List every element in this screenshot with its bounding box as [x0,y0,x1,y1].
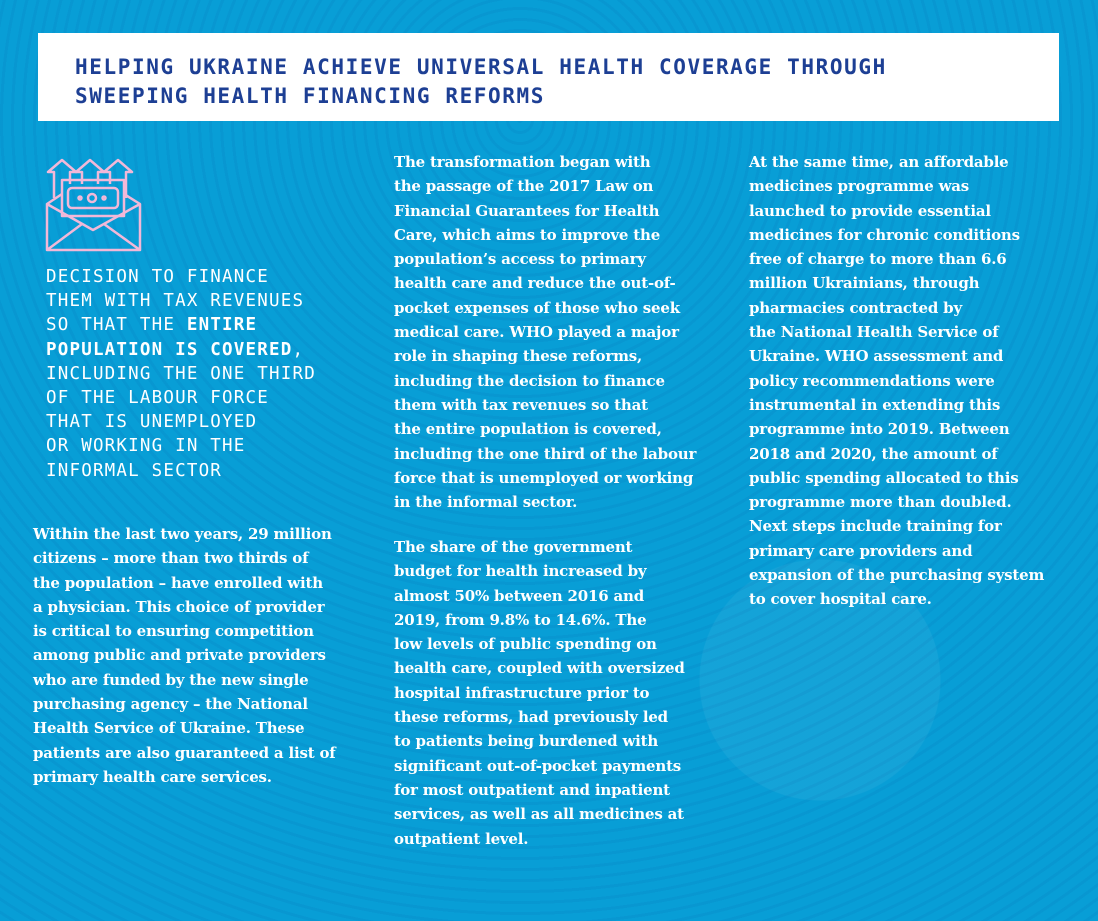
text-line: who are funded by the new single [33,670,309,689]
text-line: outpatient level. [394,829,529,848]
quote-line: , [292,339,305,360]
text-line: citizens – more than two thirds of [33,549,309,568]
text-line: primary care providers and [749,541,973,560]
text-line: public spending allocated to this [749,468,1019,487]
text-line: pharmacies contracted by [749,298,962,317]
text-line: medicines for chronic conditions [749,225,1020,244]
text-line: programme more than doubled. [749,493,1012,512]
text-line: The transformation began with [394,153,651,171]
text-line: hospital infrastructure prior to [394,683,650,702]
text-line: services, as well as all medicines at [394,805,684,824]
text-line: health care and reduce the out-of- [394,274,676,293]
text-line: budget for health increased by [394,562,647,581]
text-line: them with tax revenues so that [394,395,648,414]
title-banner: HELPING UKRAINE ACHIEVE UNIVERSAL HEALTH… [38,33,1059,121]
text-line: is critical to ensuring competition [33,622,314,641]
text-line: these reforms, had previously led [394,708,668,727]
text-line: policy recommendations were [749,371,995,390]
quote-line: THAT IS UNEMPLOYED [46,412,258,433]
text-line: free of charge to more than 6.6 [749,250,1007,269]
text-line: the population – have enrolled with [33,573,323,592]
text-line: million Ukrainians, through [749,274,980,293]
text-line: medical care. WHO played a major [394,323,679,342]
title-line: SWEEPING HEALTH FINANCING REFORMS [75,84,546,108]
text-line: a physician. This choice of provider [33,597,325,616]
text-line: purchasing agency – the National [33,695,308,714]
column1-paragraph: Within the last two years, 29 million cit… [33,522,336,789]
text-line: primary health care services. [33,767,272,786]
quote-line: OR WORKING IN THE [46,436,246,457]
text-line: expansion of the purchasing system [749,566,1045,585]
text-line: low levels of public spending on [394,635,657,654]
column2-paragraph2: The share of the government budget for he… [394,535,685,851]
text-line: role in shaping these reforms, [394,347,643,366]
text-line: Ukraine. WHO assessment and [749,347,1004,366]
text-line: for most outpatient and inpatient [394,780,670,799]
title-line: HELPING UKRAINE ACHIEVE UNIVERSAL HEALTH… [75,55,887,79]
text-line: significant out-of-pocket payments [394,756,682,775]
page-title: HELPING UKRAINE ACHIEVE UNIVERSAL HEALTH… [75,53,887,111]
text-line: among public and private providers [33,646,326,665]
text-line: force that is unemployed or working [394,468,694,487]
quote-line: INCLUDING THE ONE THIRD [46,363,316,384]
text-line: programme into 2019. Between [749,420,1010,439]
text-line: 2019, from 9.8% to 14.6%. The [394,610,647,629]
text-line: including the decision to finance [394,371,665,390]
text-line: the National Health Service of [749,323,999,342]
text-line: to patients being burdened with [394,732,659,751]
quote-line: INFORMAL SECTOR [46,460,223,481]
text-line: Care, which aims to improve the [394,225,661,244]
text-line: the passage of the 2017 Law on [394,177,654,196]
text-line: The share of the government [394,538,633,556]
text-line: medicines programme was [749,177,970,196]
text-line: launched to provide essential [749,201,991,220]
text-line: 2018 and 2020, the amount of [749,444,998,463]
text-line: almost 50% between 2016 and [394,586,645,605]
quote-bold: POPULATION IS COVERED [46,339,293,360]
text-line: pocket expenses of those who seek [394,298,680,317]
column3-paragraph: At the same time, an affordable medicines… [749,150,1044,612]
text-line: Health Service of Ukraine. These [33,719,305,738]
text-line: including the one third of the labour [394,444,697,463]
text-line: At the same time, an affordable [749,153,1009,171]
text-line: Next steps include training for [749,517,1002,536]
text-line: Within the last two years, 29 million [33,525,332,543]
quote-line: OF THE LABOUR FORCE [46,388,269,409]
quote-line: DECISION TO FINANCE [46,267,269,287]
envelope-money-arrows-icon [45,158,142,252]
column2-paragraph1: The transformation began with the passage… [394,150,696,514]
quote-line: THEM WITH TAX REVENUES [46,291,305,312]
text-line: patients are also guaranteed a list of [33,743,336,762]
text-line: health care, coupled with oversized [394,659,685,678]
text-line: population’s access to primary [394,250,646,269]
text-line: to cover hospital care. [749,590,932,609]
pull-quote: DECISION TO FINANCE THEM WITH TAX REVENU… [46,265,316,483]
text-line: in the informal sector. [394,493,578,512]
text-line: Financial Guarantees for Health [394,201,660,220]
quote-line: SO THAT THE [46,315,187,336]
text-line: the entire population is covered, [394,420,662,439]
text-line: instrumental in extending this [749,395,1001,414]
quote-bold: ENTIRE [186,315,258,336]
